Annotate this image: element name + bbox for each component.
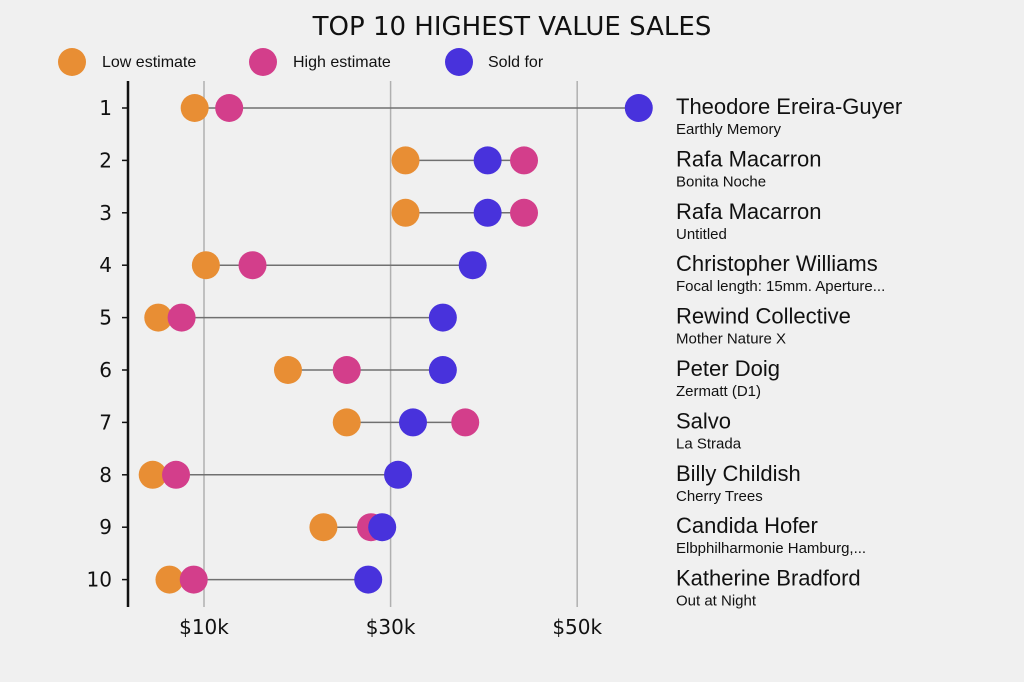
- artwork-title: Zermatt (D1): [676, 383, 761, 400]
- row-label: Christopher Williams Focal length: 15mm. …: [676, 251, 885, 295]
- low-estimate-dot: [191, 251, 220, 280]
- sold-for-dot: [428, 356, 457, 384]
- artwork-title: Focal length: 15mm. Aperture...: [676, 278, 885, 295]
- dumbbell-row: [191, 251, 487, 280]
- artwork-title: Bonita Noche: [676, 173, 766, 190]
- sold-for-dot: [473, 198, 502, 227]
- low-estimate-dot: [138, 460, 167, 489]
- dumbbell-row: [155, 565, 383, 594]
- legend-swatch-sold: [445, 48, 473, 76]
- legend-item-high: High estimate: [249, 48, 391, 76]
- y-tick-label: 6: [99, 358, 112, 382]
- x-tick-label: $50k: [552, 615, 602, 639]
- chart-title: TOP 10 HIGHEST VALUE SALES: [312, 12, 712, 42]
- artwork-title: Mother Nature X: [676, 331, 786, 348]
- row-label: Salvo La Strada: [676, 408, 742, 452]
- legend-label-low: Low estimate: [102, 54, 196, 71]
- y-tick-label: 1: [99, 96, 112, 120]
- dumbbell-row: [391, 198, 539, 227]
- high-estimate-dot: [238, 251, 267, 280]
- x-axis: $10k $30k $50k: [179, 615, 602, 639]
- sold-for-dot: [458, 251, 487, 280]
- row-label: Rewind Collective Mother Nature X: [676, 304, 851, 348]
- artwork-title: La Strada: [676, 435, 742, 452]
- y-tick-label: 7: [99, 410, 112, 434]
- sold-for-dot: [428, 303, 457, 332]
- artist-name: Christopher Williams: [676, 251, 878, 276]
- legend-label-sold: Sold for: [488, 54, 544, 71]
- low-estimate-dot: [155, 565, 184, 594]
- artwork-title: Untitled: [676, 226, 727, 243]
- high-estimate-dot: [510, 146, 539, 175]
- legend-item-sold: Sold for: [445, 48, 544, 76]
- legend: Low estimate High estimate Sold for: [58, 48, 544, 76]
- artist-name: Rafa Macarron: [676, 199, 822, 224]
- low-estimate-dot: [309, 513, 338, 542]
- y-tick-label: 2: [99, 148, 112, 172]
- row-label: Rafa Macarron Bonita Noche: [676, 146, 822, 190]
- artist-name: Candida Hofer: [676, 513, 818, 538]
- y-tick-label: 8: [99, 463, 112, 487]
- row-label: Candida Hofer Elbphilharmonie Hamburg,...: [676, 513, 866, 557]
- dumbbell-row: [180, 94, 653, 122]
- row-label: Peter Doig Zermatt (D1): [676, 356, 780, 400]
- y-tick-label: 9: [99, 515, 112, 539]
- plot-area: [138, 94, 653, 594]
- artist-name: Theodore Ereira-Guyer: [676, 94, 902, 119]
- dumbbell-row: [332, 408, 480, 437]
- high-estimate-dot: [162, 460, 191, 489]
- high-estimate-dot: [167, 303, 196, 332]
- low-estimate-dot: [144, 303, 173, 332]
- dumbbell-row: [391, 146, 539, 175]
- sold-for-dot: [384, 460, 413, 489]
- y-tick-label: 5: [99, 306, 112, 330]
- y-tick-label: 10: [87, 568, 112, 592]
- high-estimate-dot: [451, 408, 480, 437]
- artist-name: Katherine Bradford: [676, 566, 861, 591]
- sold-for-dot: [368, 513, 397, 542]
- row-label: Billy Childish Cherry Trees: [676, 461, 801, 505]
- high-estimate-dot: [215, 94, 244, 122]
- legend-swatch-high: [249, 48, 277, 76]
- dumbbell-row: [309, 513, 397, 542]
- artwork-title: Cherry Trees: [676, 488, 763, 505]
- legend-item-low: Low estimate: [58, 48, 196, 76]
- artwork-title: Elbphilharmonie Hamburg,...: [676, 540, 866, 557]
- x-tick-label: $10k: [179, 615, 229, 639]
- artist-name: Rafa Macarron: [676, 146, 822, 171]
- y-tick-label: 4: [99, 253, 112, 277]
- row-labels: Theodore Ereira-Guyer Earthly Memory Rafa …: [676, 94, 902, 610]
- artwork-title: Out at Night: [676, 593, 757, 610]
- dumbbell-row: [273, 356, 457, 384]
- low-estimate-dot: [273, 356, 302, 384]
- high-estimate-dot: [332, 356, 361, 384]
- sold-for-dot: [624, 94, 653, 122]
- y-axis: 1 2 3 4 5 6 7 8 9 10: [87, 96, 128, 592]
- artwork-title: Earthly Memory: [676, 121, 782, 138]
- row-label: Katherine Bradford Out at Night: [676, 566, 861, 610]
- legend-swatch-low: [58, 48, 86, 76]
- sold-for-dot: [473, 146, 502, 175]
- dumbbell-row: [144, 303, 457, 332]
- legend-label-high: High estimate: [293, 54, 391, 71]
- sold-for-dot: [354, 565, 383, 594]
- low-estimate-dot: [391, 146, 420, 175]
- row-label: Theodore Ereira-Guyer Earthly Memory: [676, 94, 902, 138]
- y-tick-label: 3: [99, 201, 112, 225]
- low-estimate-dot: [180, 94, 209, 122]
- artist-name: Peter Doig: [676, 356, 780, 381]
- dumbbell-row: [138, 460, 413, 489]
- low-estimate-dot: [391, 198, 420, 227]
- row-label: Rafa Macarron Untitled: [676, 199, 822, 243]
- high-estimate-dot: [179, 565, 208, 594]
- artist-name: Rewind Collective: [676, 304, 851, 329]
- high-estimate-dot: [510, 198, 539, 227]
- x-tick-label: $30k: [366, 615, 416, 639]
- sold-for-dot: [398, 408, 427, 437]
- artist-name: Billy Childish: [676, 461, 801, 486]
- low-estimate-dot: [332, 408, 361, 437]
- artist-name: Salvo: [676, 408, 731, 433]
